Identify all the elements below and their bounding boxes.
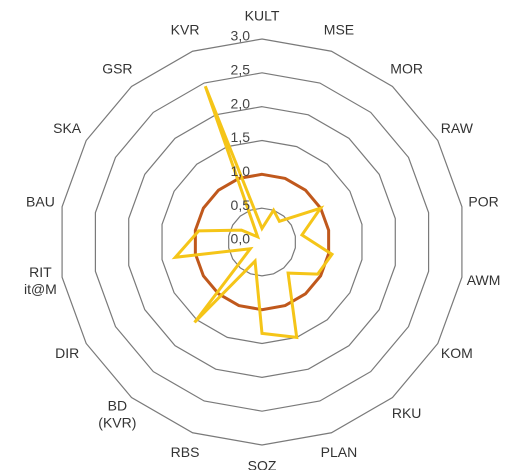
category-label: KOM [441,345,473,361]
tick-label: 2,0 [231,95,251,111]
label-line: BD [108,397,127,413]
grid-ring [94,72,430,412]
category-label: RBS [171,444,200,460]
category-label: RAW [441,120,474,136]
series-line [171,85,335,340]
category-label: MSE [324,21,354,37]
grid-ring [228,207,296,277]
label-line: (KVR) [98,414,136,430]
grid-ring [61,38,463,446]
category-label: SOZ [248,458,277,470]
tick-label: 1,0 [231,163,251,179]
tick-label: 3,0 [231,28,251,44]
label-line: it@M [24,281,57,297]
category-label: POR [468,194,498,210]
category-label: BD (KVR) [98,397,136,430]
grid-ring [161,139,363,345]
category-label: KVR [171,21,200,37]
category-label: RIT it@M [24,264,57,297]
tick-label: 2,5 [231,62,251,78]
tick-label: 0,5 [231,197,251,213]
category-label: DIR [55,345,79,361]
grid-ring [128,106,396,378]
category-label: RKU [392,405,422,421]
category-label: MOR [390,60,423,76]
series-line [193,172,331,312]
category-label: AWM [467,272,501,288]
tick-label: 1,5 [231,129,251,145]
label-line: RIT [29,264,52,280]
category-label: SKA [53,120,82,136]
category-label: PLAN [321,444,358,460]
category-label: KULT [245,8,280,24]
tick-label: 0,0 [231,231,251,247]
category-label: GSR [102,60,132,76]
category-label: BAU [26,194,55,210]
